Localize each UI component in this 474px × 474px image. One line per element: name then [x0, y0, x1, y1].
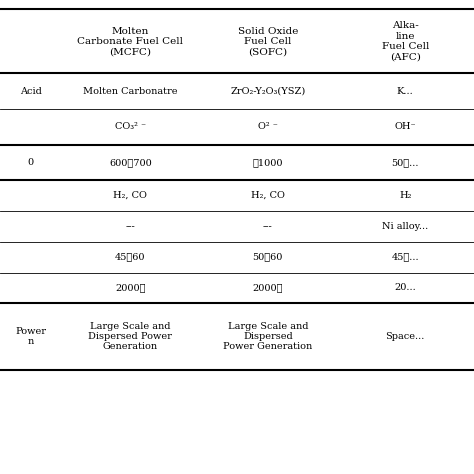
- Text: K...: K...: [397, 87, 414, 96]
- Text: 2000～: 2000～: [115, 283, 146, 292]
- Text: 2000～: 2000～: [253, 283, 283, 292]
- Text: 0: 0: [28, 158, 34, 167]
- Text: 45～...: 45～...: [392, 253, 419, 262]
- Text: OH⁻: OH⁻: [394, 122, 416, 131]
- Text: CO₃² ⁻: CO₃² ⁻: [115, 122, 146, 131]
- Text: 20...: 20...: [394, 283, 416, 292]
- Text: ～1000: ～1000: [253, 158, 283, 167]
- Text: 50～60: 50～60: [253, 253, 283, 262]
- Text: ZrO₂-Y₂O₃(YSZ): ZrO₂-Y₂O₃(YSZ): [230, 87, 305, 96]
- Text: ---: ---: [126, 222, 135, 231]
- Text: H₂: H₂: [399, 191, 411, 200]
- Text: 45～60: 45～60: [115, 253, 146, 262]
- Text: Power
n: Power n: [15, 327, 46, 346]
- Text: 50～...: 50～...: [392, 158, 419, 167]
- Text: Acid: Acid: [20, 87, 42, 96]
- Text: 600～700: 600～700: [109, 158, 152, 167]
- Text: H₂, CO: H₂, CO: [251, 191, 285, 200]
- Text: Solid Oxide
Fuel Cell
(SOFC): Solid Oxide Fuel Cell (SOFC): [237, 27, 298, 56]
- Text: Large Scale and
Dispersed
Power Generation: Large Scale and Dispersed Power Generati…: [223, 322, 312, 351]
- Text: H₂, CO: H₂, CO: [113, 191, 147, 200]
- Text: ---: ---: [263, 222, 273, 231]
- Text: Molten Carbonatre: Molten Carbonatre: [83, 87, 178, 96]
- Text: Large Scale and
Dispersed Power
Generation: Large Scale and Dispersed Power Generati…: [89, 322, 172, 351]
- Text: O² ⁻: O² ⁻: [258, 122, 278, 131]
- Text: Space...: Space...: [385, 332, 425, 341]
- Text: Alka-
line
Fuel Cell
(AFC): Alka- line Fuel Cell (AFC): [382, 21, 429, 62]
- Text: Ni alloy...: Ni alloy...: [382, 222, 428, 231]
- Text: Molten
Carbonate Fuel Cell
(MCFC): Molten Carbonate Fuel Cell (MCFC): [77, 27, 183, 56]
